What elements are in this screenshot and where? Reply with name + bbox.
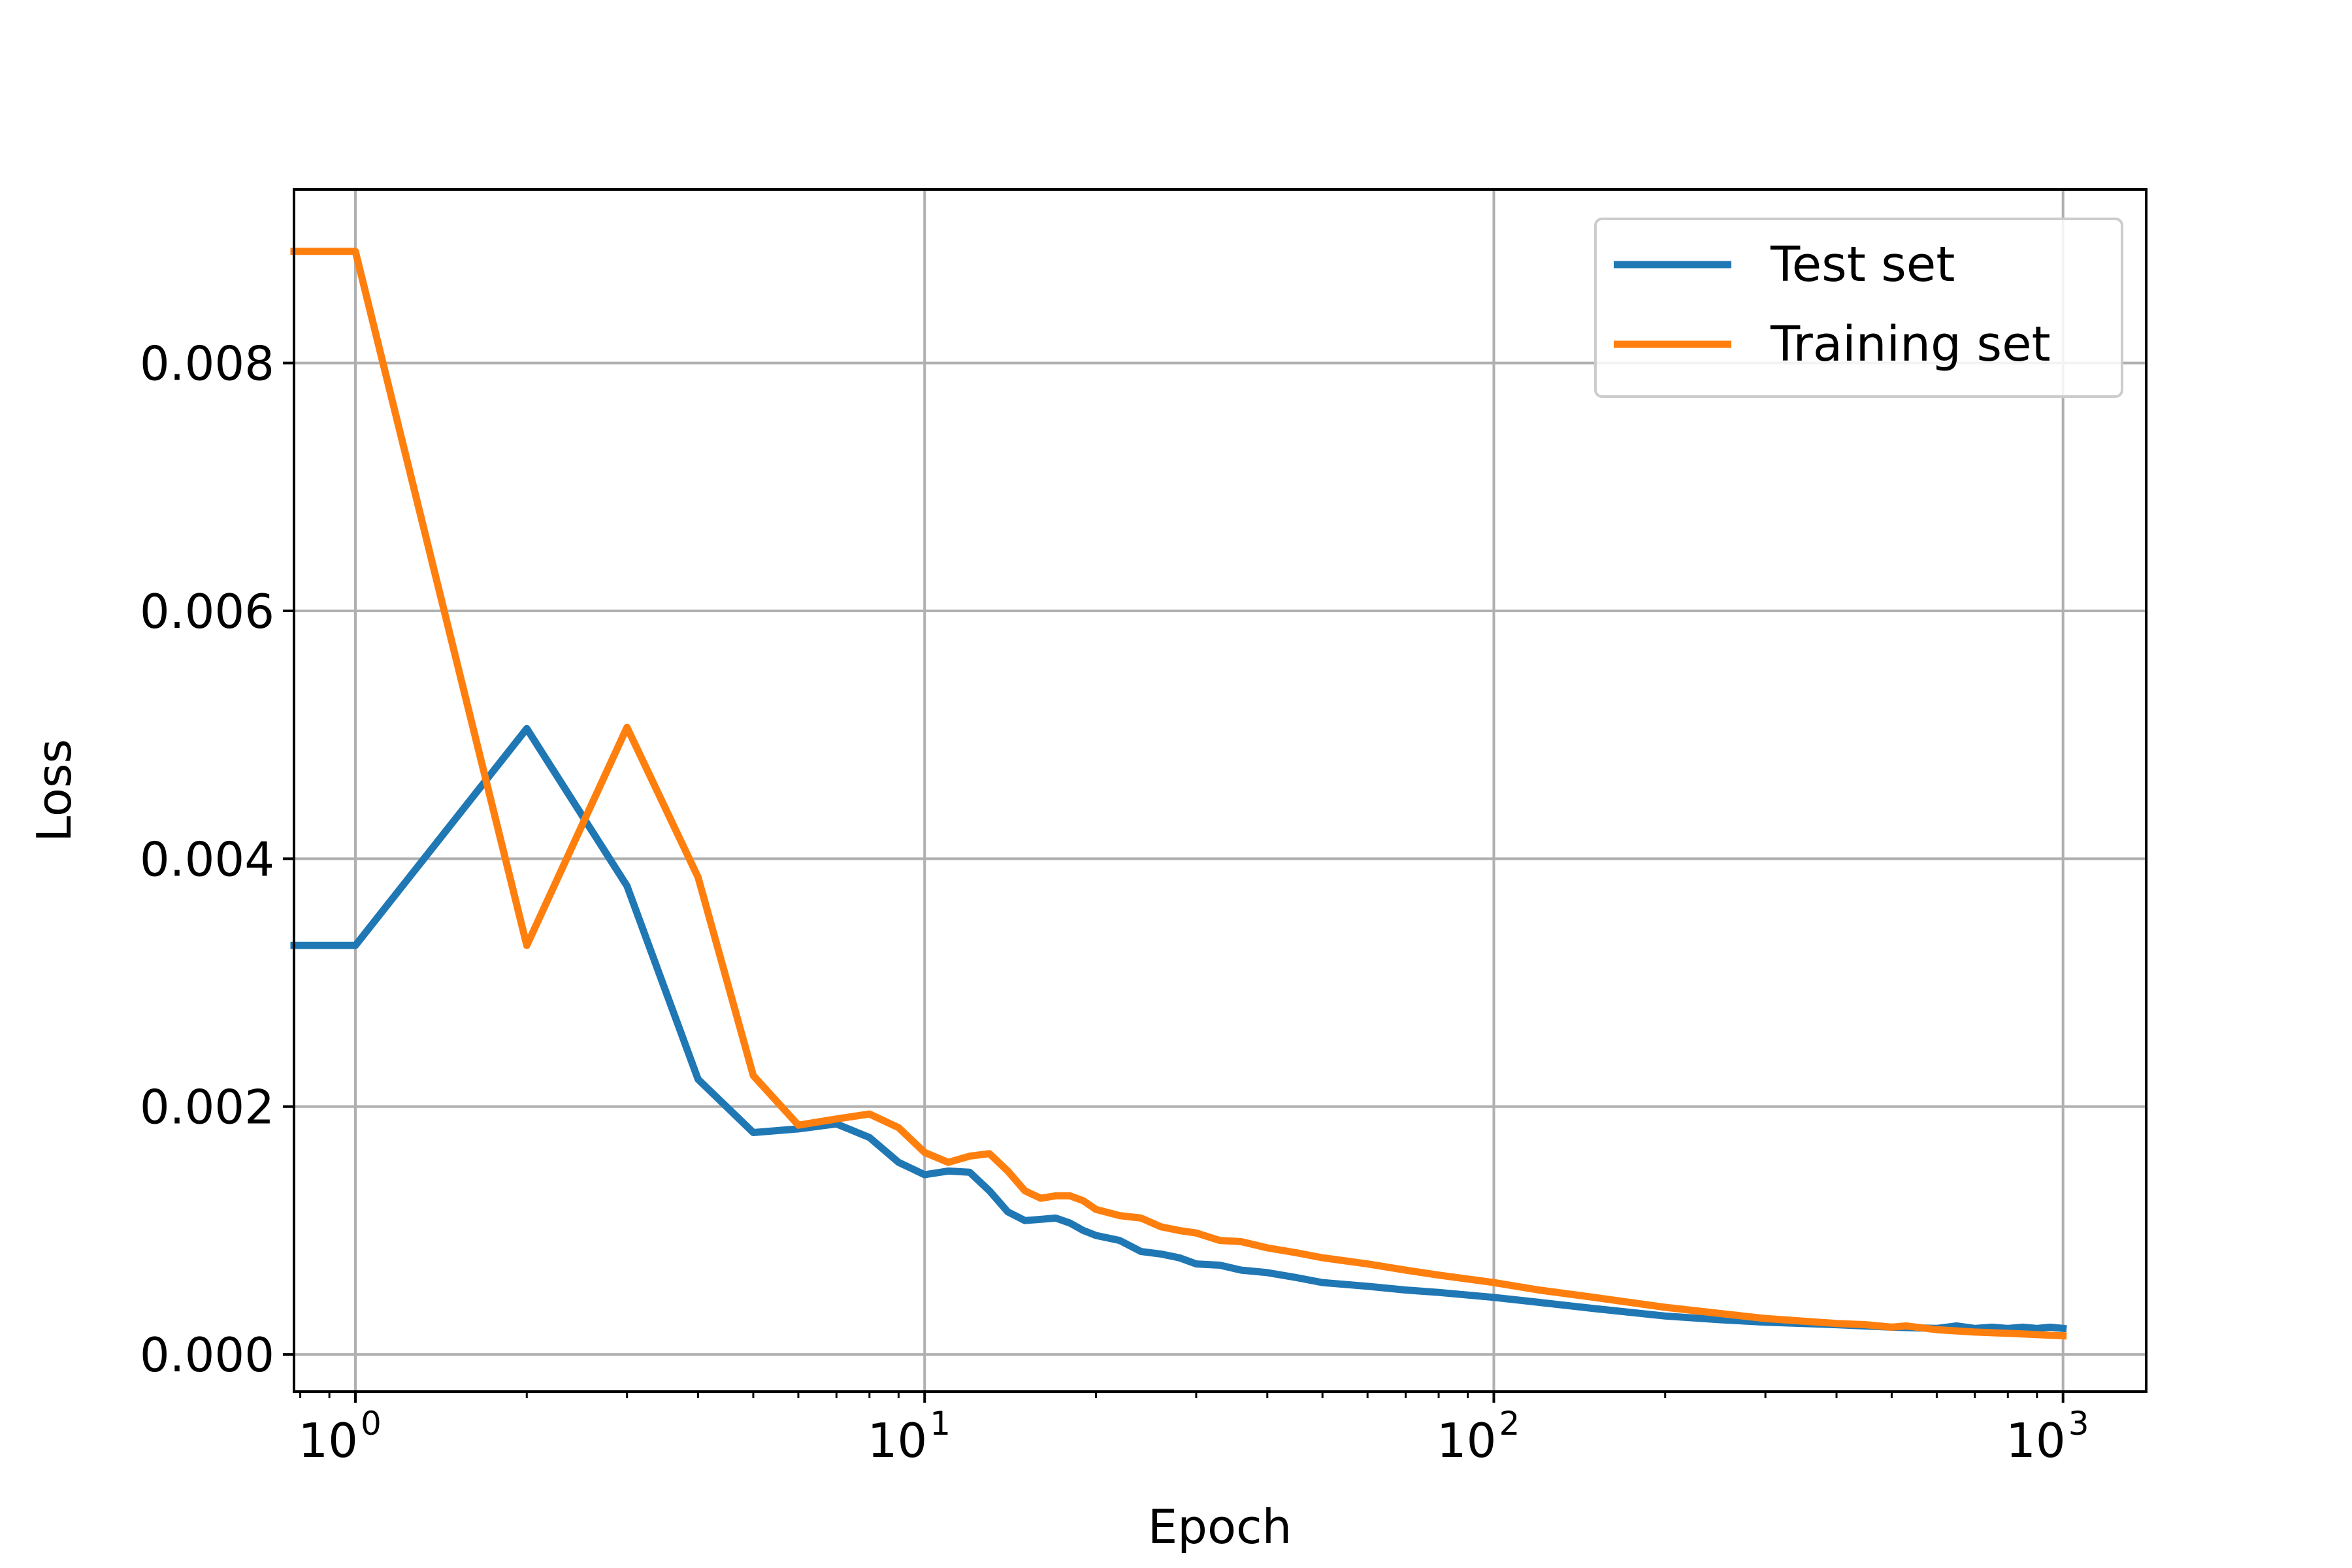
y-axis-ticks: 0.000 0.002 0.004 0.006 0.008 [140,336,294,1382]
y-tick-label: 0.002 [140,1080,274,1135]
x-tick-label-exponent: 0 [361,1405,382,1443]
x-tick-label-exponent: 2 [1499,1405,1520,1443]
series-group [290,248,2067,1340]
plot-frame [293,188,2148,1393]
x-axis-label: Epoch [1148,1499,1292,1554]
x-axis-ticks: 10 0 10 1 10 2 10 3 [298,1392,2089,1468]
legend-label-training-set: Training set [1770,316,2051,372]
y-tick-label: 0.008 [140,336,274,391]
x-tick-label-exponent: 1 [930,1405,951,1443]
series-line-training-set [290,248,2067,1340]
x-tick-label: 10 1 [868,1405,951,1468]
y-tick-label: 0.000 [140,1328,274,1382]
grid-lines [294,189,2146,1392]
legend-label-test-set: Test set [1770,237,1955,293]
y-tick-label: 0.006 [140,584,274,639]
x-tick-label-base: 10 [2006,1413,2066,1468]
x-tick-label-exponent: 3 [2068,1405,2089,1443]
x-tick-label-base: 10 [868,1413,928,1468]
x-tick-label: 10 0 [298,1405,381,1468]
legend: Test set Training set [1594,218,2123,398]
y-tick-label: 0.004 [140,832,274,887]
y-axis-label: Loss [27,739,82,842]
x-tick-label: 10 3 [2006,1405,2089,1468]
minor-ticks [299,1392,2038,1398]
x-tick-label: 10 2 [1437,1405,1520,1468]
x-tick-label-base: 10 [298,1413,358,1468]
x-tick-label-base: 10 [1437,1413,1497,1468]
